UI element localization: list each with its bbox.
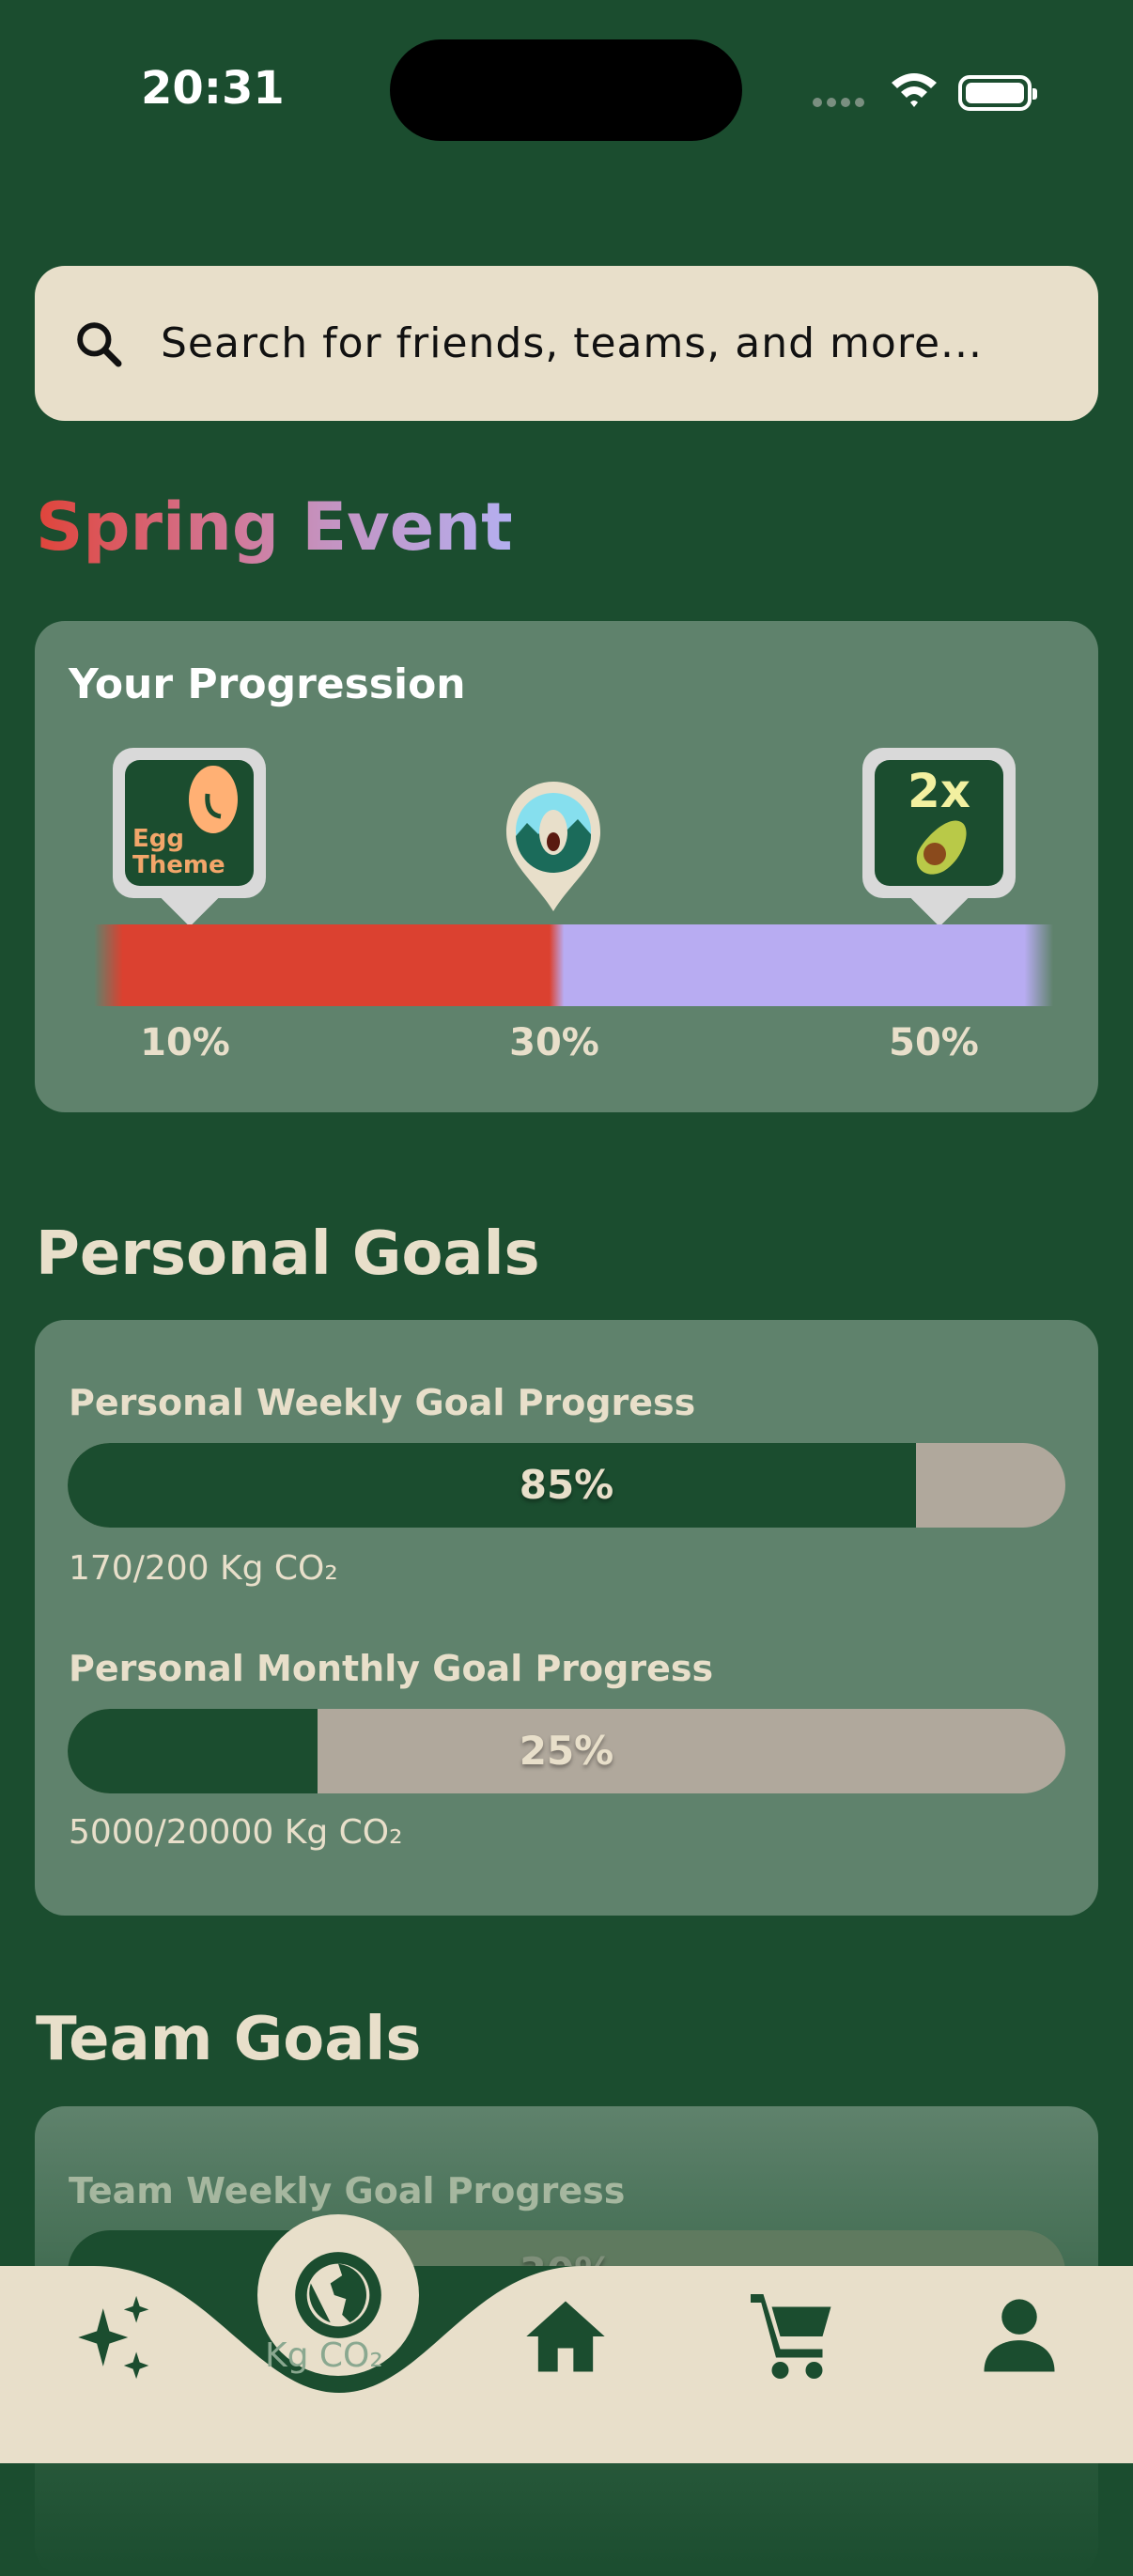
milestone-label: 10% (140, 1021, 230, 1064)
sparkles-icon[interactable] (66, 2288, 165, 2387)
goal-percent: 85% (519, 1462, 614, 1508)
avocado-icon (916, 820, 967, 875)
status-time: 20:31 (141, 62, 285, 115)
egg-theme-label: Egg Theme (132, 825, 225, 879)
progression-card: Your Progression Egg Theme 2x 10% 30% 50… (35, 621, 1098, 1112)
progression-title: Your Progression (69, 660, 466, 708)
egg-theme-reward-badge[interactable]: Egg Theme (113, 748, 266, 927)
goal-amount: Kg CO₂ (265, 2336, 383, 2375)
double-label: 2x (907, 764, 971, 818)
goal-label: Personal Monthly Goal Progress (69, 1648, 714, 1689)
weekly-goal-progress-bar: 85% (68, 1443, 1065, 1528)
personal-goals-heading: Personal Goals (36, 1219, 540, 1289)
double-reward-badge[interactable]: 2x (862, 748, 1016, 927)
battery-icon (958, 75, 1037, 111)
home-icon[interactable] (519, 2289, 613, 2383)
event-title: Spring Event (36, 489, 513, 566)
milestone-label: 50% (889, 1021, 979, 1064)
dynamic-island (390, 39, 742, 141)
goal-label: Personal Weekly Goal Progress (69, 1382, 696, 1423)
goal-amount: 170/200 Kg CO₂ (69, 1549, 338, 1588)
cart-icon[interactable] (742, 2286, 844, 2387)
goal-percent: 25% (519, 1728, 614, 1774)
team-goals-heading: Team Goals (36, 2005, 422, 2074)
egg-icon (189, 766, 238, 833)
search-icon (77, 321, 122, 366)
goal-label: Team Weekly Goal Progress (69, 2170, 626, 2211)
milestone-label: 30% (509, 1021, 599, 1064)
cellular-signal-icon (813, 98, 867, 107)
globe-icon[interactable] (291, 2248, 385, 2342)
search-input[interactable]: Search for friends, teams, and more... (161, 319, 983, 367)
goal-amount: 5000/20000 Kg CO₂ (69, 1813, 403, 1852)
monthly-goal-progress-bar: 25% (68, 1709, 1065, 1793)
search-bar[interactable]: Search for friends, teams, and more... (35, 266, 1098, 421)
avatar-pin-icon (506, 782, 600, 911)
wifi-icon (892, 73, 937, 107)
person-icon[interactable] (972, 2289, 1066, 2383)
personal-goals-card: Personal Weekly Goal Progress 85% 170/20… (35, 1320, 1098, 1916)
event-progress-bar (94, 924, 1053, 1006)
